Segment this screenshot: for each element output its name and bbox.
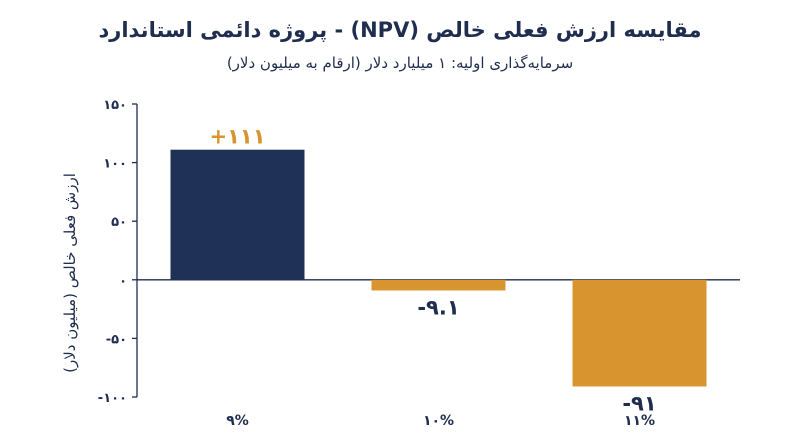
y-axis-label: ارزش فعلی خالص (میلیون دلار) bbox=[61, 173, 79, 373]
y-tick-label: -۵۰ bbox=[106, 332, 127, 347]
bar bbox=[572, 279, 707, 387]
data-label: -۹.۱ bbox=[417, 295, 459, 319]
y-tick-label: ۱۰۰ bbox=[103, 157, 127, 172]
y-tick-label: ۰ bbox=[119, 274, 127, 289]
x-tick-label: ۹% bbox=[226, 413, 249, 429]
chart-subtitle: سرمایه‌گذاری اولیه: ۱ میلیارد دلار (ارقا… bbox=[226, 54, 574, 72]
bars bbox=[170, 149, 707, 387]
data-label: +۱۱۱ bbox=[209, 125, 265, 149]
y-tick-label: ۱۵۰ bbox=[103, 98, 127, 113]
y-tick-label: ۵۰ bbox=[111, 215, 127, 230]
x-tick-label: ۱۱% bbox=[624, 413, 655, 429]
chart-title: مقایسه ارزش فعلی خالص (NPV) - پروژه دائم… bbox=[98, 18, 702, 42]
data-labels: +۱۱۱ -۹.۱ -۹۱ bbox=[209, 125, 656, 416]
data-label: -۹۱ bbox=[622, 391, 656, 415]
bar bbox=[170, 149, 305, 280]
y-tick-label: -۱۰۰ bbox=[98, 391, 127, 406]
bar bbox=[371, 279, 506, 291]
x-tick-label: ۱۰% bbox=[423, 413, 454, 429]
